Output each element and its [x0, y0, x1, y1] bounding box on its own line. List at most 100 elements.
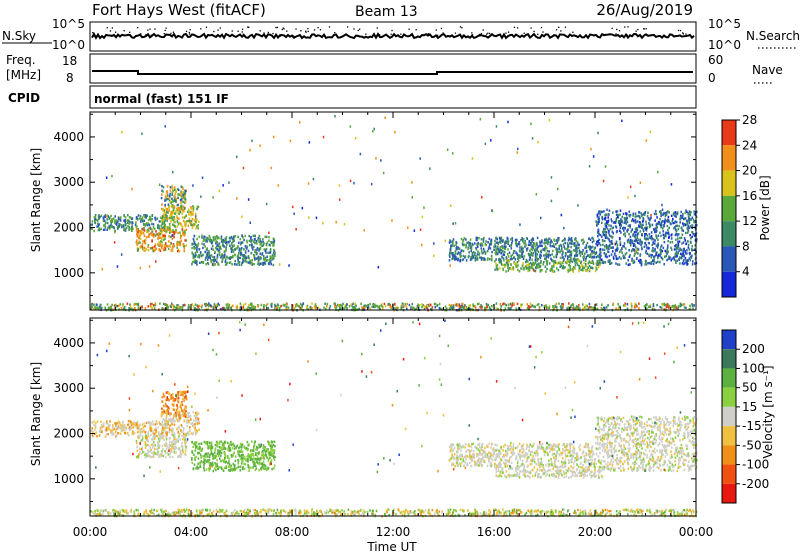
echo-cell-power	[623, 229, 625, 232]
echo-cell-power	[583, 240, 585, 243]
echo-cell-power	[250, 238, 252, 241]
echo-cell-velocity	[403, 513, 406, 516]
echo-cell-power	[623, 218, 626, 221]
echo-cell-power	[511, 242, 513, 245]
echo-cell-power	[511, 257, 514, 261]
echo-cell-power	[175, 228, 177, 232]
noise-search-dot	[682, 33, 684, 35]
echo-cell-velocity	[561, 508, 564, 511]
echo-cell-power	[481, 257, 484, 260]
echo-cell-power	[179, 306, 181, 310]
echo-cell-power	[222, 184, 224, 187]
colorbar-segment	[722, 271, 736, 297]
noise-search-dot	[615, 33, 617, 35]
echo-cell-power	[166, 217, 169, 220]
echo-cell-power	[507, 266, 509, 269]
echo-cell-power	[151, 228, 153, 231]
echo-cell-power	[641, 220, 644, 223]
echo-cell-velocity	[339, 510, 342, 514]
echo-cell-power	[640, 214, 643, 218]
echo-cell-power	[605, 306, 608, 309]
echo-cell-power	[141, 216, 144, 219]
echo-cell-power	[196, 250, 199, 254]
echo-cell-power	[550, 245, 552, 248]
noise-search-dot	[222, 35, 225, 38]
echo-cell-power	[218, 236, 220, 240]
echo-cell-power	[664, 303, 666, 307]
echo-cell-power	[312, 177, 315, 181]
echo-cell-power	[517, 259, 520, 262]
echo-cell-power	[173, 195, 176, 199]
echo-cell-power	[640, 212, 642, 215]
echo-cell-power	[384, 304, 387, 308]
echo-cell-velocity	[560, 513, 562, 516]
echo-cell-power	[96, 219, 99, 222]
echo-cell-power	[578, 243, 580, 247]
echo-cell-velocity	[641, 513, 644, 516]
echo-cell-power	[407, 226, 409, 229]
echo-cell-power	[458, 303, 461, 306]
echo-cell-power	[482, 240, 485, 244]
echo-cell-power	[172, 307, 175, 310]
echo-cell-power	[475, 246, 477, 250]
echo-cell-power	[204, 303, 206, 306]
echo-cell-power	[652, 255, 655, 258]
echo-cell-power	[448, 241, 451, 244]
echo-cell-power	[198, 235, 201, 239]
echo-cell-power	[192, 305, 195, 308]
echo-cell-velocity	[452, 511, 454, 514]
echo-cell-power	[252, 240, 255, 243]
echo-cell-power	[480, 256, 483, 259]
echo-cell-power	[422, 304, 424, 307]
echo-cell-power	[413, 306, 415, 310]
echo-cell-power	[234, 263, 236, 266]
echo-cell-velocity	[414, 510, 416, 513]
echo-cell-power	[172, 234, 174, 237]
echo-cell-power	[487, 303, 489, 307]
noise-search-dot	[313, 29, 316, 31]
echo-cell-power	[164, 219, 166, 222]
echo-cell-power	[359, 152, 362, 156]
echo-cell-power	[645, 232, 648, 236]
echo-cell-power	[284, 303, 286, 307]
echo-cell-power	[607, 216, 609, 219]
echo-cell-power	[268, 243, 271, 246]
echo-cell-power	[569, 250, 572, 254]
echo-cell-power	[635, 230, 638, 233]
echo-cell-power	[160, 224, 162, 227]
echo-cell-power	[646, 252, 648, 255]
echo-cell-velocity	[375, 509, 378, 513]
cpid-label: CPID	[8, 91, 40, 105]
echo-cell-power	[555, 250, 558, 253]
echo-cell-velocity	[183, 508, 185, 511]
echo-cell-power	[518, 254, 521, 257]
echo-cell-power	[634, 215, 637, 218]
echo-cell-velocity	[254, 508, 256, 512]
echo-cell-power	[434, 306, 436, 309]
noise-trace	[91, 26, 695, 40]
echo-cell-velocity	[473, 513, 476, 517]
echo-cell-power	[606, 208, 608, 211]
echo-cell-power	[487, 241, 489, 244]
echo-cell-power	[208, 252, 211, 255]
echo-cell-velocity	[161, 510, 163, 513]
echo-cell-power	[601, 210, 604, 214]
echo-cell-power	[207, 256, 209, 259]
noise-search-dot	[357, 29, 359, 32]
echo-cell-power	[661, 208, 664, 211]
echo-cell-power	[225, 236, 228, 239]
noise-search-dot	[564, 26, 567, 28]
echo-cell-power	[604, 228, 607, 231]
echo-cell-power	[218, 249, 220, 252]
echo-cell-power	[159, 249, 162, 252]
echo-cell-velocity	[642, 509, 644, 512]
echo-cell-power	[528, 269, 531, 272]
echo-cell-power	[634, 233, 637, 237]
echo-cell-power	[611, 226, 614, 230]
echo-cell-power	[691, 248, 693, 251]
echo-cell-power	[584, 259, 587, 262]
echo-cell-power	[586, 269, 588, 273]
echo-cell-power	[570, 250, 573, 253]
echo-cell-power	[687, 224, 689, 227]
